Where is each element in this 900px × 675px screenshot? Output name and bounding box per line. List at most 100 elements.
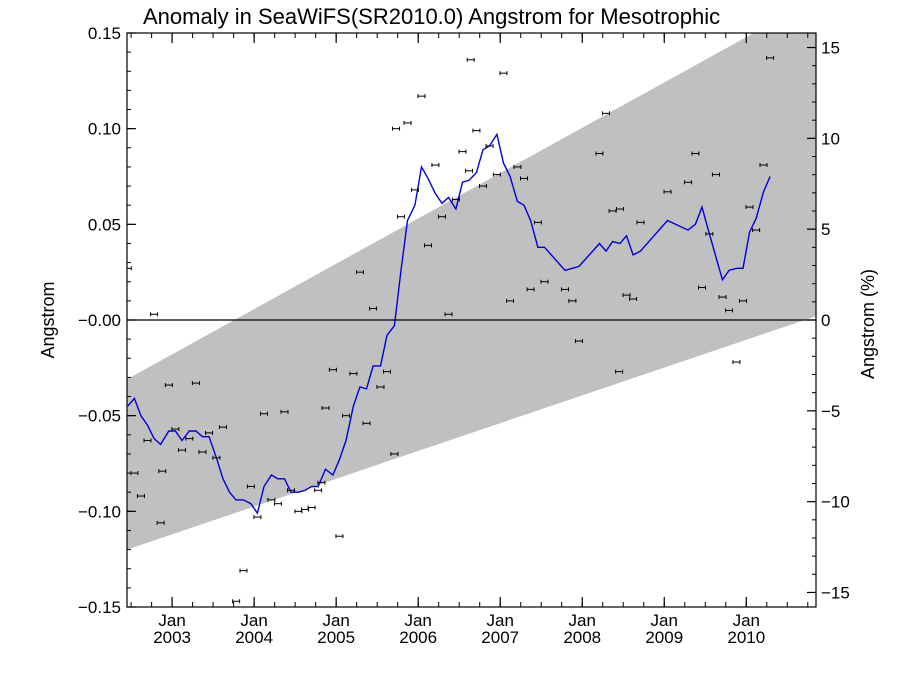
y-axis-label: Angstrom <box>38 281 58 358</box>
x-tick-label-month: Jan <box>404 611 431 630</box>
y2-tick-label: 10 <box>821 129 840 148</box>
data-point <box>136 494 145 499</box>
data-point <box>410 187 419 192</box>
x-tick-label-year: 2004 <box>235 628 273 647</box>
data-point <box>300 507 309 512</box>
data-point <box>622 293 631 298</box>
data-point <box>595 151 604 156</box>
data-point <box>349 371 358 376</box>
data-point <box>431 163 440 168</box>
data-point <box>362 421 371 426</box>
data-point <box>212 455 221 460</box>
data-point <box>396 214 405 219</box>
data-point <box>273 501 282 506</box>
data-point <box>317 480 326 485</box>
y-tick-label: −0.15 <box>78 598 121 617</box>
y-tick-label: 0.10 <box>88 120 121 139</box>
x-tick-label-month: Jan <box>158 611 185 630</box>
data-point <box>164 383 173 388</box>
x-tick-label-year: 2006 <box>399 628 437 647</box>
data-point <box>198 450 207 455</box>
y2-tick-label: 5 <box>821 220 830 239</box>
data-point <box>691 151 700 156</box>
data-point <box>485 143 494 148</box>
data-point <box>478 184 487 189</box>
data-point <box>158 469 167 474</box>
y-tick-label: −0.10 <box>78 502 121 521</box>
data-point <box>732 360 741 365</box>
y2-tick-label: 0 <box>821 311 830 330</box>
data-point <box>171 427 180 432</box>
data-point <box>615 207 624 212</box>
bottom-axis-ticks: Jan2003Jan2004Jan2005Jan2006Jan2007Jan20… <box>130 33 809 647</box>
data-point <box>185 436 194 441</box>
data-point <box>752 228 761 233</box>
data-point <box>492 172 501 177</box>
data-point <box>725 308 734 313</box>
y-tick-label: 0.15 <box>88 24 121 43</box>
x-tick-label-month: Jan <box>322 611 349 630</box>
data-point <box>451 197 460 202</box>
data-point <box>307 505 316 510</box>
data-point <box>156 520 165 525</box>
data-point <box>745 205 754 210</box>
y-tick-label: 0.05 <box>88 215 121 234</box>
data-point <box>205 430 214 435</box>
data-point <box>383 369 392 374</box>
data-point <box>458 149 467 154</box>
x-tick-label-month: Jan <box>651 611 678 630</box>
x-tick-label-year: 2003 <box>153 628 191 647</box>
x-tick-label-year: 2010 <box>727 628 765 647</box>
data-point <box>294 509 303 514</box>
data-point <box>561 287 570 292</box>
data-point <box>711 172 720 177</box>
data-point <box>636 220 645 225</box>
data-point <box>267 497 276 502</box>
data-point <box>602 111 611 116</box>
data-point <box>259 411 268 416</box>
data-point <box>287 488 296 493</box>
chart-title: Anomaly in SeaWiFS(SR2010.0) Angstrom fo… <box>143 4 720 29</box>
data-point <box>335 534 344 539</box>
data-point <box>321 406 330 411</box>
right-axis-ticks: −15 −10 −5 0 5 10 15 <box>807 39 850 602</box>
data-point <box>177 448 186 453</box>
data-point <box>392 126 401 131</box>
data-point <box>246 484 255 489</box>
data-point <box>191 381 200 386</box>
data-point <box>390 451 399 456</box>
data-point <box>684 180 693 185</box>
data-points-layer <box>127 55 775 604</box>
data-point <box>718 295 727 300</box>
x-tick-label-year: 2005 <box>317 628 355 647</box>
anomaly-series-line <box>127 132 771 515</box>
data-point <box>663 189 672 194</box>
data-point <box>355 270 364 275</box>
data-point <box>437 214 446 219</box>
data-point <box>150 312 159 317</box>
y2-tick-label: −10 <box>821 493 850 512</box>
data-point <box>218 425 227 430</box>
y2-axis-label: Angstrom (%) <box>858 269 878 379</box>
data-point <box>424 243 433 248</box>
data-point <box>239 568 248 573</box>
anomaly-line-layer <box>127 132 771 515</box>
y2-tick-label: −5 <box>821 402 840 421</box>
y-tick-label: −0.00 <box>78 311 121 330</box>
data-point <box>499 71 508 76</box>
data-point <box>465 168 474 173</box>
x-tick-label-month: Jan <box>486 611 513 630</box>
data-point <box>574 339 583 344</box>
data-point <box>127 266 132 271</box>
x-tick-label-month: Jan <box>569 611 596 630</box>
data-point <box>444 312 453 317</box>
data-point <box>417 94 426 99</box>
data-point <box>376 384 385 389</box>
data-point <box>697 285 706 290</box>
data-point <box>314 488 323 493</box>
data-point <box>253 515 262 520</box>
data-point <box>568 298 577 303</box>
data-point <box>705 231 714 236</box>
data-point <box>533 220 542 225</box>
data-point <box>540 279 549 284</box>
